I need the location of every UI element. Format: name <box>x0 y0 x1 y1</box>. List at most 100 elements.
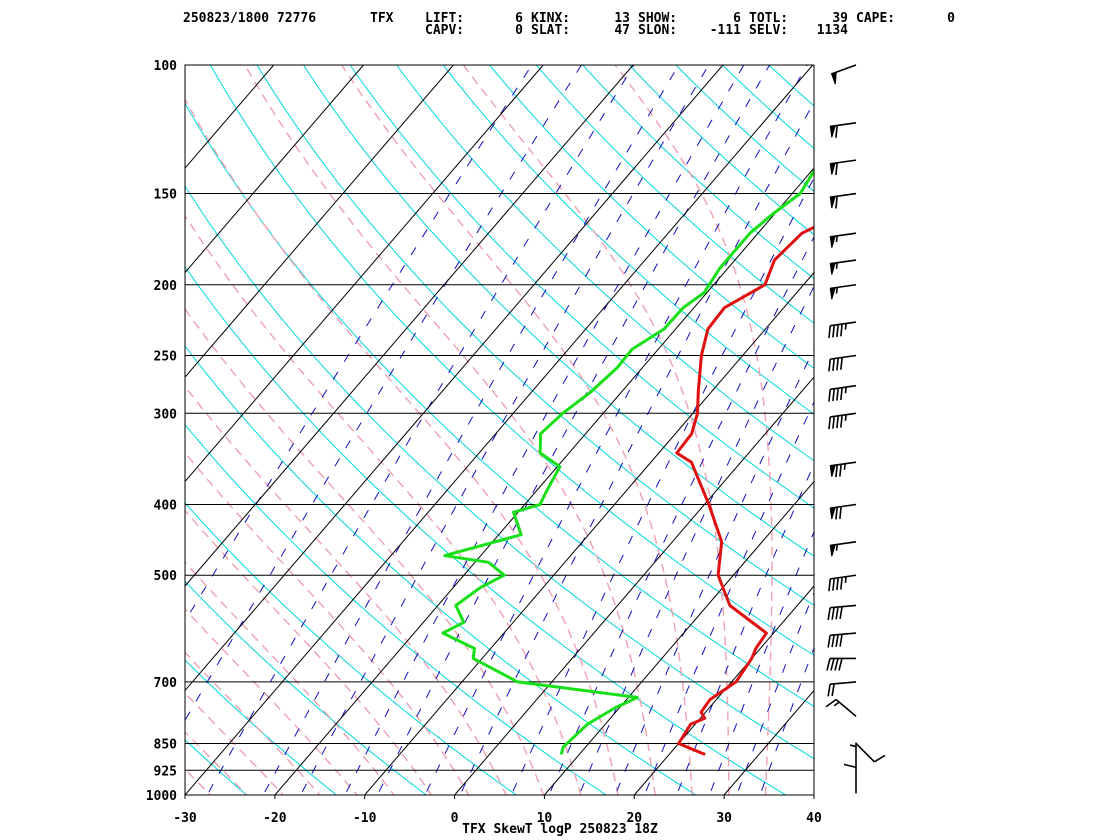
moist-adiabat-line <box>185 97 619 795</box>
wind-barb-half <box>833 701 840 707</box>
isotherm-line <box>0 65 94 795</box>
wind-barb-full <box>835 196 838 209</box>
header-cape-value: 0 <box>947 11 955 26</box>
wind-barb-full <box>840 387 843 401</box>
moist-adiabat-line <box>185 561 395 795</box>
isotherm-line <box>723 689 814 795</box>
dry-adiabat-line <box>256 65 814 606</box>
mixing-ratio-line <box>510 177 814 795</box>
moist-adiabat-line <box>185 385 507 795</box>
wind-barb-full <box>836 324 839 337</box>
wind-barb-full <box>828 325 832 339</box>
wind-barb-full <box>828 578 832 592</box>
header-lift-label: LIFT: <box>425 11 464 26</box>
dry-adiabat-line <box>0 49 174 811</box>
wind-barb-full <box>825 698 837 708</box>
wind-barb-flag <box>829 464 836 477</box>
header-show-label: SHOW: <box>638 11 677 26</box>
wind-barb-full <box>828 416 832 430</box>
wind-barb-full <box>826 658 831 671</box>
wind-barb <box>829 232 857 248</box>
isotherm-line <box>185 65 275 169</box>
moist-adiabat-line <box>185 214 582 795</box>
wind-barb-half <box>844 387 847 394</box>
wind-barb-half <box>835 544 838 551</box>
wind-barb-staff <box>830 321 857 327</box>
wind-barb-full <box>836 388 839 401</box>
header-slon-value: -111 <box>710 23 741 38</box>
temperature-tick-labels: -30 -20 -10 0 10 20 30 40 <box>173 795 822 826</box>
wind-barb <box>829 283 857 300</box>
wind-barb <box>828 321 857 339</box>
wind-barb-full <box>830 658 835 671</box>
isotherm-line <box>0 65 4 795</box>
wind-barb <box>827 632 857 648</box>
pressure-tick-label: 400 <box>154 499 178 514</box>
wind-barb <box>828 412 857 430</box>
header-kinx-label: KINX: <box>531 11 570 26</box>
wind-barb-full <box>832 358 836 371</box>
mixing-ratio-line <box>206 65 635 795</box>
mixing-ratio-line <box>614 347 814 795</box>
wind-barb-staff <box>830 632 857 637</box>
pressure-tick-label: 150 <box>154 188 178 203</box>
wind-barb <box>829 541 857 557</box>
wind-barb-staff <box>830 681 857 685</box>
wind-barb-half <box>849 744 857 748</box>
wind-barb-full <box>831 683 835 697</box>
wind-barb <box>828 384 857 402</box>
moist-adiabat-line <box>185 651 321 795</box>
temperature-profile-line <box>675 225 814 756</box>
chart-caption: TFX SkewT logP 250823 18Z <box>462 822 658 837</box>
wind-barb <box>849 742 857 769</box>
wind-barb <box>826 657 856 671</box>
profiles <box>441 169 814 756</box>
isotherm-line <box>185 65 814 795</box>
wind-barb-half <box>843 463 846 470</box>
moist-adiabat-line <box>462 65 730 795</box>
pressure-tick-label: 1000 <box>146 789 177 804</box>
wind-barb <box>843 763 857 794</box>
wind-barb-full <box>838 658 843 671</box>
wind-barb-full <box>832 325 836 338</box>
moist-adiabat-line <box>0 65 190 811</box>
wind-barb <box>829 259 857 275</box>
dry-adiabat-line <box>185 580 428 795</box>
wind-barb-full <box>843 763 857 769</box>
wind-barb-full <box>832 416 836 429</box>
wind-barb-half <box>844 414 847 421</box>
wind-barb-full <box>840 323 843 337</box>
moist-adiabat-line <box>614 65 773 795</box>
mixing-ratio-line <box>676 463 814 795</box>
header-capv-value: 0 <box>515 23 523 38</box>
header-cape-label: CAPE: <box>856 11 895 26</box>
mixing-ratio-line <box>185 65 533 623</box>
header-capv-label: CAPV: <box>425 23 464 38</box>
wind-barb-full <box>835 507 838 520</box>
wind-barb-full <box>828 389 832 402</box>
wind-barb-full <box>839 606 843 620</box>
wind-barb-full <box>836 415 839 429</box>
header-selv-value: 1134 <box>817 23 848 38</box>
wind-barb-full <box>827 684 831 697</box>
wind-barb <box>829 192 857 209</box>
pressure-tick-label: 100 <box>154 59 178 74</box>
moist-adiabat-line <box>185 608 358 795</box>
dry-adiabat-line <box>395 65 814 462</box>
header-kinx-value: 13 <box>614 11 630 26</box>
isotherm-line <box>813 794 814 795</box>
wind-barb-full <box>827 635 831 648</box>
wind-barb-flag <box>829 195 836 209</box>
mixing-ratio-line <box>424 65 808 795</box>
header-slat-label: SLAT: <box>531 23 570 38</box>
wind-barb-full <box>835 606 839 620</box>
wind-barb-staff <box>855 742 875 763</box>
isotherm-line <box>454 376 814 795</box>
mixing-ratio-line <box>344 65 745 795</box>
temperature-tick-label: 30 <box>716 811 732 826</box>
dry-adiabat-line <box>185 502 517 795</box>
wind-barb-full <box>836 357 839 371</box>
wind-barb-full <box>839 464 842 477</box>
wind-barb-staff <box>830 604 857 609</box>
